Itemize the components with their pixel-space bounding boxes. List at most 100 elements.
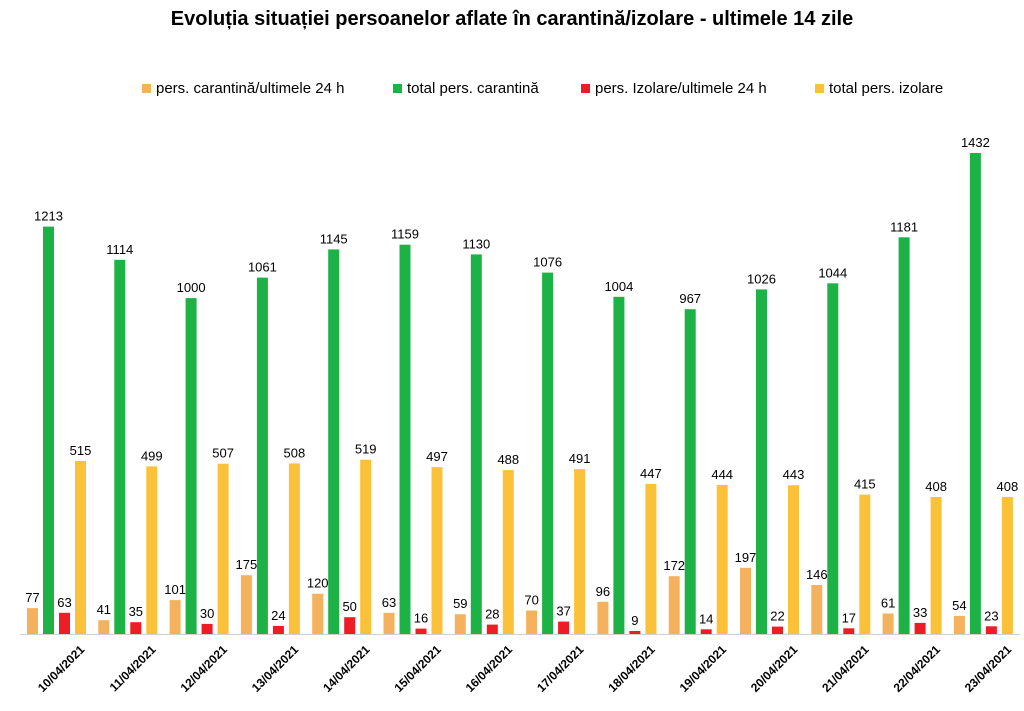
bar <box>898 237 910 635</box>
x-tick-label: 16/04/2021 <box>463 642 516 695</box>
bar <box>953 615 965 634</box>
bar <box>415 628 427 634</box>
data-label: 37 <box>556 604 570 619</box>
bar <box>502 470 514 634</box>
legend-swatch <box>142 84 151 93</box>
bar <box>914 622 926 634</box>
bar <box>859 494 871 634</box>
bar <box>882 613 894 634</box>
x-tick-label: 21/04/2021 <box>819 642 872 695</box>
data-label: 1159 <box>391 227 419 242</box>
data-label: 41 <box>97 602 111 617</box>
legend-item-2: pers. Izolare/ultimele 24 h <box>581 80 767 97</box>
data-label: 33 <box>913 605 927 620</box>
bar <box>629 631 641 634</box>
bar <box>59 612 70 634</box>
x-tick-label: 17/04/2021 <box>534 642 587 695</box>
bar <box>288 463 300 634</box>
bar <box>272 625 284 634</box>
bar <box>383 612 395 634</box>
bar <box>43 226 54 634</box>
data-label: 491 <box>569 451 591 466</box>
data-label: 28 <box>485 607 499 622</box>
data-label: 70 <box>524 593 538 608</box>
data-label: 488 <box>497 452 519 467</box>
legend-item-0: pers. carantină/ultimele 24 h <box>142 80 344 97</box>
data-label: 17 <box>842 610 856 625</box>
data-label: 101 <box>164 582 186 597</box>
data-label: 146 <box>806 567 828 582</box>
data-label: 1004 <box>604 279 633 294</box>
legend-swatch <box>581 84 590 93</box>
data-label: 1130 <box>462 236 490 251</box>
bar <box>716 484 728 634</box>
bar <box>360 459 372 634</box>
x-tick-label: 10/04/2021 <box>35 642 88 695</box>
x-tick-label: 13/04/2021 <box>249 642 302 695</box>
legend-item-3: total pers. izolare <box>815 80 943 97</box>
data-label: 515 <box>70 443 92 458</box>
legend-label: pers. carantină/ultimele 24 h <box>156 80 345 97</box>
bar <box>130 622 142 634</box>
data-label: 16 <box>414 611 428 626</box>
bar <box>185 298 197 634</box>
bar <box>668 576 680 634</box>
bar <box>645 483 657 634</box>
data-label: 447 <box>640 466 662 481</box>
data-label: 1061 <box>248 260 277 275</box>
legend-item-1: total pers. carantină <box>393 80 539 97</box>
data-label: 54 <box>952 598 966 613</box>
bar <box>312 593 324 634</box>
bar <box>613 296 625 634</box>
data-label: 63 <box>382 595 396 610</box>
data-label: 415 <box>854 477 876 492</box>
x-tick-label: 14/04/2021 <box>320 642 373 695</box>
data-label: 197 <box>735 550 757 565</box>
data-label: 443 <box>783 467 805 482</box>
data-label: 1145 <box>320 231 348 246</box>
bar <box>985 626 997 634</box>
bar <box>486 624 498 634</box>
data-label: 1432 <box>961 135 990 150</box>
data-label: 967 <box>679 291 701 306</box>
bar <box>930 497 942 634</box>
bar <box>217 463 229 634</box>
bar <box>240 575 252 634</box>
legend-label: total pers. carantină <box>407 80 539 97</box>
data-label: 9 <box>631 613 638 628</box>
bar <box>574 469 586 634</box>
data-label: 408 <box>925 479 947 494</box>
data-label: 507 <box>212 446 234 461</box>
legend-swatch <box>815 84 824 93</box>
data-label: 497 <box>426 449 448 464</box>
legend-label: total pers. izolare <box>829 80 944 97</box>
bar <box>684 309 696 634</box>
x-tick-label: 18/04/2021 <box>605 642 658 695</box>
data-label: 408 <box>997 479 1019 494</box>
bar <box>1001 497 1013 634</box>
bar <box>27 608 38 634</box>
bar <box>431 467 443 634</box>
x-tick-label: 23/04/2021 <box>962 642 1015 695</box>
data-label: 96 <box>596 584 610 599</box>
chart-legend: pers. carantină/ultimele 24 h total pers.… <box>0 80 1024 102</box>
data-label: 1114 <box>106 242 133 257</box>
data-label: 175 <box>236 557 258 572</box>
data-label: 35 <box>129 604 143 619</box>
data-label: 50 <box>342 599 356 614</box>
x-tick-label: 20/04/2021 <box>748 642 801 695</box>
data-label: 61 <box>881 596 895 611</box>
data-label: 172 <box>663 558 685 573</box>
bar <box>114 259 126 634</box>
bar <box>843 628 855 634</box>
bar <box>740 567 751 634</box>
data-label: 77 <box>25 590 39 605</box>
chart-title: Evoluția situației persoanelor aflate în… <box>170 8 854 30</box>
bar <box>399 244 411 634</box>
bar <box>788 485 799 634</box>
data-label: 1181 <box>890 219 918 234</box>
bar <box>169 600 181 634</box>
x-tick-label: 15/04/2021 <box>391 642 444 695</box>
bar <box>700 629 712 634</box>
